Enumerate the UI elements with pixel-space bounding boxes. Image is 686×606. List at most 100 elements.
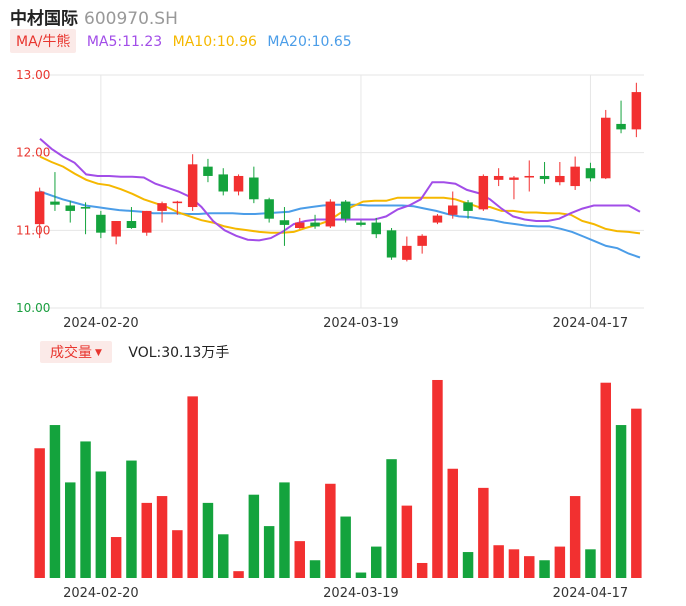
candle-body: [325, 201, 336, 227]
volume-bar: [49, 425, 61, 578]
volume-bar: [416, 562, 428, 578]
candle-body: [111, 221, 121, 237]
candle-body: [340, 201, 351, 219]
volume-bar: [478, 487, 489, 578]
candle: [448, 191, 458, 219]
candle-body: [142, 210, 152, 233]
volume-bar: [110, 537, 122, 578]
candle-body: [509, 177, 519, 180]
candle-body: [417, 235, 427, 246]
candle-body: [310, 222, 320, 227]
candle-body: [187, 164, 198, 208]
x-tick-label: 2024-02-20: [63, 316, 139, 331]
price-axis-labels: 13.00 12.00 11.00 10.00: [16, 68, 50, 315]
candle: [142, 210, 152, 236]
stock-code: 600970.SH: [84, 9, 178, 29]
candle-body: [478, 175, 489, 210]
candle: [570, 156, 580, 190]
candle-body: [80, 207, 91, 209]
candle-body: [50, 201, 60, 205]
volume-bar: [172, 530, 183, 578]
volume-bar: [34, 448, 45, 578]
candle: [249, 166, 259, 204]
candle-body: [493, 175, 504, 180]
candle: [585, 162, 596, 182]
ma10-line: [39, 155, 641, 235]
volume-bar: [294, 541, 305, 578]
candle: [631, 82, 642, 138]
candle-body: [616, 123, 626, 130]
volume-bar: [187, 396, 198, 578]
x-tick-label: 2024-04-17: [553, 586, 629, 601]
y-tick-label: 10.00: [16, 301, 50, 315]
candle: [111, 221, 121, 245]
candle: [417, 234, 427, 254]
candle: [493, 168, 504, 187]
candle: [65, 200, 75, 223]
candle-body: [631, 92, 642, 130]
candle-body: [601, 117, 611, 179]
candle-body: [264, 199, 274, 219]
volume-bar: [585, 549, 596, 578]
x-tick-label: 2024-03-19: [323, 586, 399, 601]
volume-bar: [355, 572, 367, 578]
candle: [279, 207, 290, 246]
candle: [325, 199, 336, 229]
volume-bar: [126, 460, 137, 578]
volume-bar: [65, 482, 76, 578]
candle: [601, 109, 611, 180]
volume-bar: [279, 482, 290, 578]
volume-bar: [554, 546, 566, 578]
volume-bar: [462, 552, 474, 578]
candle: [616, 100, 626, 134]
y-tick-label: 13.00: [16, 68, 50, 82]
volume-bar: [309, 560, 321, 578]
volume-bars: [34, 379, 642, 578]
ma-mode-tag[interactable]: MA/牛熊: [10, 29, 77, 53]
candle: [34, 187, 45, 239]
candle-body: [524, 175, 534, 178]
volume-bar: [432, 379, 443, 578]
candle-body: [539, 175, 550, 180]
candle: [264, 197, 274, 223]
candle: [432, 214, 443, 225]
ma20-legend: MA20:10.65: [267, 34, 352, 50]
candle-body: [570, 166, 580, 187]
candle: [310, 214, 320, 229]
candle: [509, 175, 519, 200]
volume-bar: [156, 496, 168, 578]
candlesticks: [34, 82, 642, 262]
volume-bar: [80, 441, 91, 578]
volume-bar: [218, 534, 229, 578]
candle-body: [203, 166, 213, 176]
volume-value: VOL:30.13万手: [128, 345, 230, 361]
candle-body: [463, 202, 473, 211]
date-axis-labels: 2024-02-20 2024-02-20 2024-03-19 2024-03-19…: [63, 316, 628, 601]
volume-bar: [539, 560, 550, 578]
candle-body: [172, 201, 183, 204]
candle: [80, 202, 91, 235]
candle-body: [448, 205, 458, 215]
candle: [555, 161, 565, 186]
x-tick-label: 2024-02-20: [63, 586, 139, 601]
volume-bar: [95, 471, 107, 578]
candle: [157, 201, 167, 223]
candle: [126, 207, 137, 229]
volume-bar: [493, 545, 504, 578]
candle-body: [157, 203, 167, 211]
ma5-line: [39, 137, 641, 242]
volume-indicator-select[interactable]: 成交量 ▼: [40, 341, 112, 363]
ma5-legend: MA5:11.23: [86, 34, 163, 50]
ma-legend: MA/牛熊 MA5:11.23 MA10:10.96 MA20:10.65: [10, 29, 352, 55]
candle: [295, 217, 305, 229]
candle-body: [585, 168, 596, 179]
candle-body: [233, 175, 244, 192]
candle: [402, 236, 412, 262]
volume-legend: 成交量 ▼ VOL:30.13万手: [40, 341, 229, 363]
volume-bar: [447, 468, 458, 578]
candle: [340, 200, 351, 223]
candle-body: [432, 215, 443, 223]
ma-lines: [39, 137, 641, 259]
volume-bar: [263, 526, 275, 578]
